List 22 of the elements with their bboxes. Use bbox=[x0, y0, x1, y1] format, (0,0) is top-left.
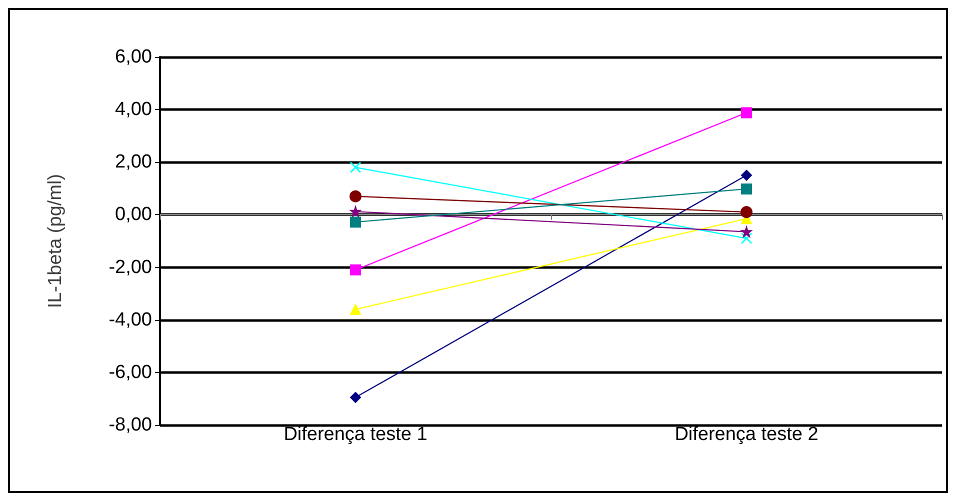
y-axis-title: IL-1beta (pg/ml) bbox=[45, 174, 66, 308]
point bbox=[741, 183, 752, 194]
x-tick-label: Diferença teste 1 bbox=[284, 424, 428, 445]
point bbox=[741, 226, 752, 238]
point bbox=[350, 190, 362, 202]
y-tick-label: 0,00 bbox=[115, 204, 152, 226]
point bbox=[350, 264, 361, 276]
y-tick-label: 2,00 bbox=[115, 152, 152, 173]
point bbox=[741, 107, 752, 118]
point bbox=[740, 232, 752, 244]
point bbox=[350, 162, 362, 174]
point bbox=[350, 392, 361, 403]
y-tick-label: 4,00 bbox=[115, 99, 152, 120]
point bbox=[350, 216, 361, 228]
y-tick-label: 6,00 bbox=[115, 46, 152, 68]
y-tick-label: -4,00 bbox=[108, 309, 152, 330]
y-tick-label: -8,00 bbox=[108, 414, 152, 436]
x-tick-label: Diferença teste 2 bbox=[674, 424, 818, 445]
point bbox=[741, 170, 752, 181]
y-tick-label: -2,00 bbox=[108, 256, 152, 278]
point bbox=[350, 206, 361, 218]
y-tick-label: -6,00 bbox=[108, 362, 152, 383]
